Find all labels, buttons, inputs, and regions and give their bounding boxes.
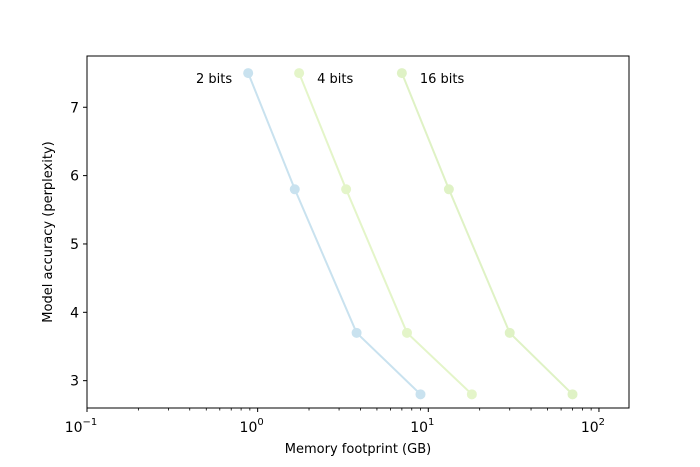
series-line [298,72,473,396]
data-point [401,327,412,338]
data-point [289,184,300,195]
data-point [466,389,477,400]
data-point [443,184,454,195]
y-tick-label: 6 [70,169,79,185]
y-axis-ticks: 3 4 5 6 7 [70,100,87,390]
y-tick-label: 4 [70,305,79,321]
plot-area [86,55,630,409]
data-point [341,184,352,195]
y-tick-label: 7 [70,100,79,116]
data-point [504,327,515,338]
series-2: 16 bits [396,68,578,400]
x-tick-label: 101 [410,417,434,436]
series-0: 2 bits [196,68,426,400]
series-label: 16 bits [420,72,465,87]
data-point [351,327,362,338]
data-point [415,389,426,400]
series-1: 4 bits [294,68,477,400]
x-tick-label: 10−1 [65,417,98,436]
data-point [294,68,305,79]
x-axis-label: Memory footprint (GB) [285,442,431,457]
series-label: 2 bits [196,72,232,87]
y-tick-label: 5 [70,237,79,253]
data-point [243,68,254,79]
series-line [247,72,422,396]
data-point [396,68,407,79]
x-tick-label: 100 [240,417,264,436]
series-line [400,72,574,396]
x-tick-label: 102 [581,417,605,436]
data-point [567,389,578,400]
series-label: 4 bits [317,72,353,87]
y-axis-label: Model accuracy (perplexity) [41,141,56,322]
y-tick-label: 3 [70,374,79,390]
series-group: 2 bits 4 bits 16 bits [196,68,578,400]
x-axis-ticks: 10−1 100 101 102 [65,408,605,436]
